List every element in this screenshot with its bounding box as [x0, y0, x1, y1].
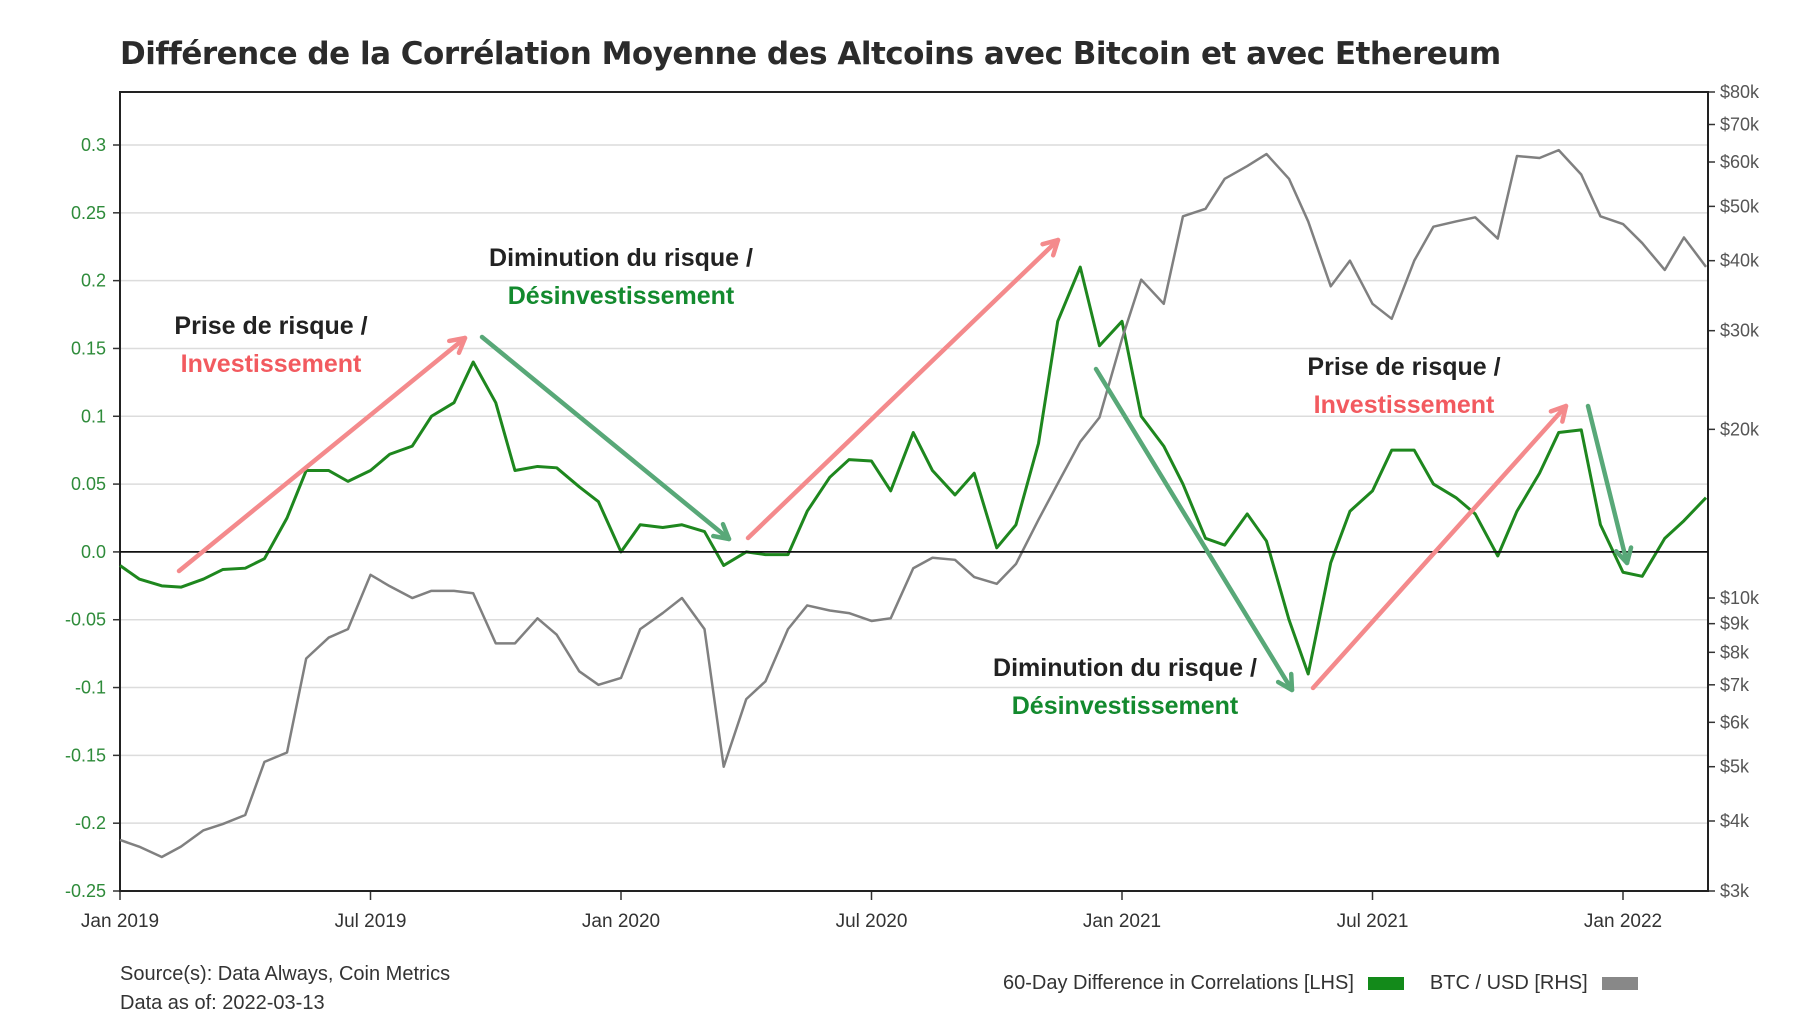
- annotation-line1: Prise de risque /: [174, 312, 368, 340]
- y-right-tick-label: $70k: [1720, 114, 1760, 134]
- x-tick-label: Jul 2021: [1337, 911, 1409, 932]
- y-right-tick-label: $50k: [1720, 196, 1760, 216]
- arrowhead: [1040, 237, 1061, 258]
- y-right-tick-label: $5k: [1720, 757, 1750, 777]
- y-right-tick-label: $60k: [1720, 152, 1760, 172]
- legend-swatch-btc: [1601, 977, 1638, 990]
- legend-label-correlation: 60-Day Difference in Correlations [LHS]: [1003, 972, 1354, 994]
- y-left-tick-label: 0.3: [81, 135, 106, 155]
- legend: 60-Day Difference in Correlations [LHS] …: [1003, 972, 1664, 995]
- x-tick-label: Jul 2020: [836, 911, 908, 932]
- y-left-tick-label: -0.25: [65, 881, 106, 901]
- arrowhead: [1613, 545, 1634, 566]
- legend-label-btc: BTC / USD [RHS]: [1429, 972, 1588, 994]
- y-left-tick-label: 0.2: [81, 271, 106, 291]
- x-tick-label: Jan 2021: [1083, 911, 1161, 932]
- arrow-down: [1093, 366, 1295, 693]
- y-right-tick-label: $7k: [1720, 675, 1750, 695]
- annotation-risk-on-2: Prise de risque / Investissement: [1307, 353, 1500, 420]
- annotation-line1: Diminution du risque /: [993, 654, 1257, 682]
- y-left-tick-label: 0.15: [71, 338, 106, 358]
- y-right-tick-label: $30k: [1720, 321, 1760, 341]
- y-right-tick-label: $20k: [1720, 419, 1760, 439]
- y-right-tick-label: $4k: [1720, 811, 1750, 831]
- x-tick-label: Jan 2020: [582, 911, 660, 932]
- y-left-tick-label: 0.0: [81, 542, 106, 562]
- legend-swatch-correlation: [1367, 977, 1404, 990]
- arrowhead: [447, 335, 468, 356]
- plot-frame: [119, 91, 1709, 892]
- y-right-tick-label: $3k: [1720, 881, 1750, 901]
- series-line-correlation: [119, 265, 1708, 676]
- y-left-tick-label: -0.15: [65, 745, 106, 765]
- annotation-line2: Désinvestissement: [507, 282, 735, 310]
- annotation-risk-off-2: Diminution du risque / Désinvestissement: [993, 654, 1257, 721]
- arrow-up: [745, 237, 1061, 541]
- y-left-tick-label: -0.1: [75, 678, 106, 698]
- annotation-line2: Investissement: [180, 350, 362, 378]
- y-left-tick-label: 0.1: [81, 406, 106, 426]
- arrow-down: [1585, 403, 1630, 566]
- y-right-tick-label: $10k: [1720, 588, 1760, 608]
- annotation-risk-off-1: Diminution du risque / Désinvestissement: [489, 244, 753, 311]
- annotation-line1: Prise de risque /: [1307, 353, 1501, 381]
- y-right-tick-label: $9k: [1720, 614, 1750, 634]
- y-left-tick-label: 0.05: [71, 474, 106, 494]
- arrowhead: [711, 521, 732, 542]
- y-right-tick-label: $6k: [1720, 712, 1750, 732]
- annotation-line1: Diminution du risque /: [489, 244, 753, 272]
- arrowhead: [1548, 403, 1569, 424]
- y-left-tick-label: 0.25: [71, 203, 106, 223]
- annotation-risk-on-1: Prise de risque / Investissement: [174, 312, 367, 379]
- series-line-btc: [119, 148, 1707, 859]
- arrow-up: [1310, 403, 1569, 691]
- source-line: Source(s): Data Always, Coin Metrics: [120, 963, 451, 985]
- y-left-tick-label: -0.2: [75, 813, 106, 833]
- annotation-line2: Investissement: [1313, 391, 1495, 419]
- data-date-line: Data as of: 2022-03-13: [120, 992, 325, 1014]
- x-tick-label: Jul 2019: [335, 911, 407, 932]
- arrowhead: [1275, 671, 1295, 693]
- arrow-up: [176, 335, 468, 574]
- y-left-tick-label: -0.05: [65, 610, 106, 630]
- y-right-tick-label: $80k: [1720, 82, 1760, 102]
- annotation-line2: Désinvestissement: [1011, 692, 1239, 720]
- chart-title: Différence de la Corrélation Moyenne des…: [120, 36, 1501, 72]
- y-right-tick-label: $40k: [1720, 251, 1760, 271]
- x-tick-label: Jan 2019: [81, 911, 159, 932]
- source-note: Source(s): Data Always, Coin Metrics Dat…: [120, 960, 450, 1018]
- y-right-tick-label: $8k: [1720, 642, 1750, 662]
- x-tick-label: Jan 2022: [1584, 911, 1662, 932]
- arrow-down: [479, 334, 732, 542]
